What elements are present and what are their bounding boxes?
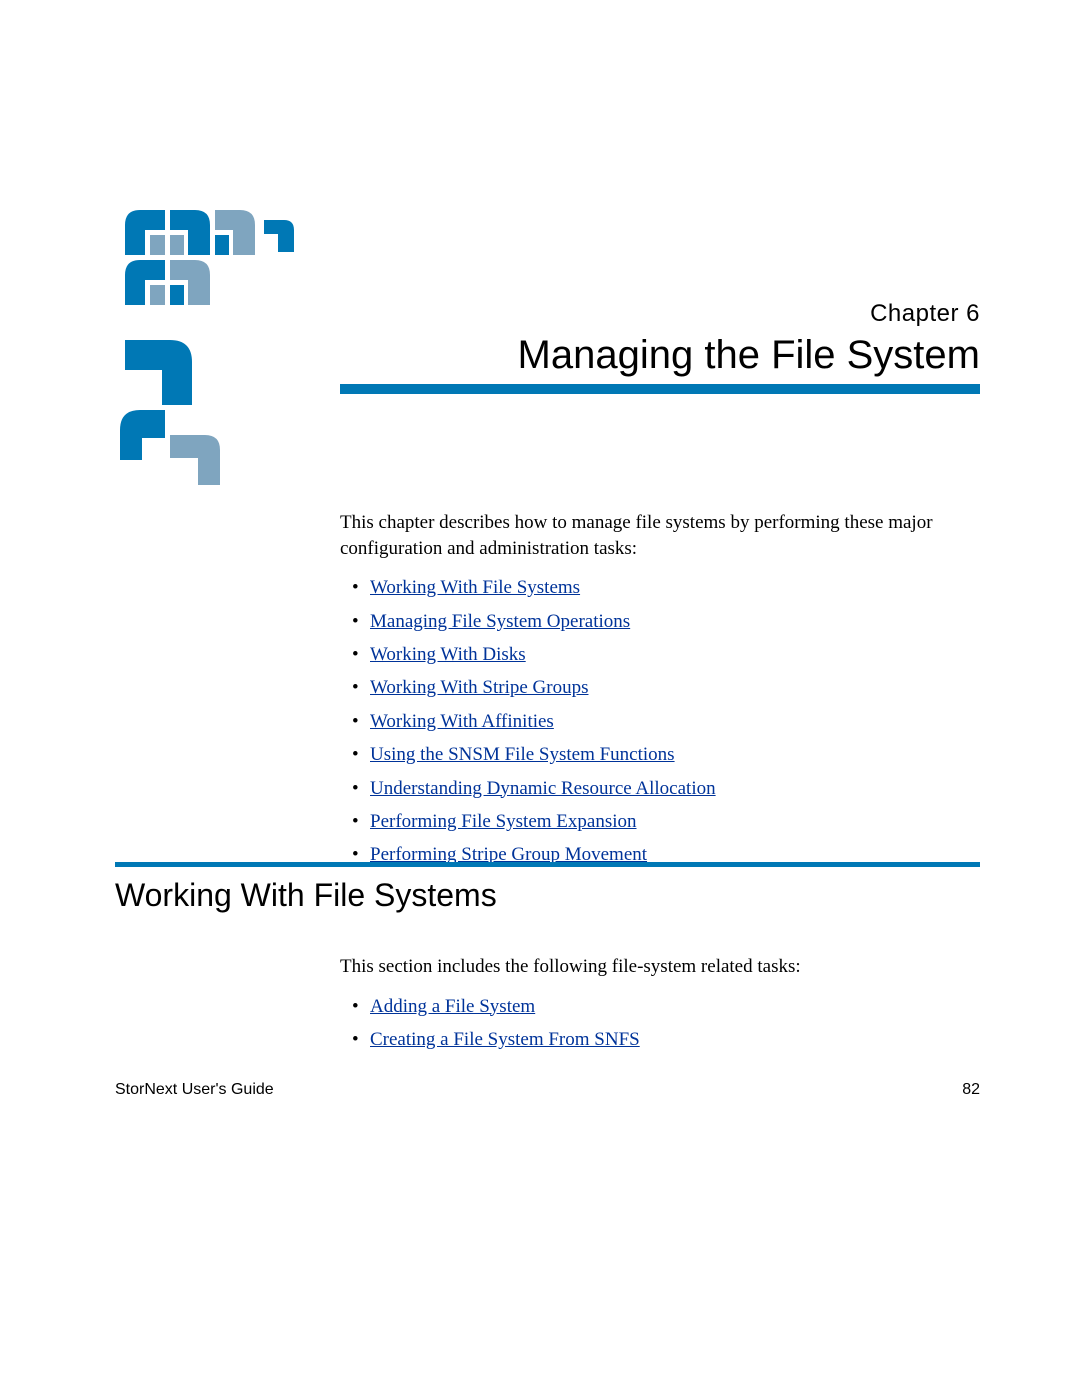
list-item: Working With Disks: [370, 640, 980, 670]
footer: StorNext User's Guide 82: [115, 1081, 980, 1099]
toc-link[interactable]: Adding a File System: [370, 996, 535, 1017]
list-item: Using the SNSM File System Functions: [370, 740, 980, 770]
toc-link[interactable]: Understanding Dynamic Resource Allocatio…: [370, 778, 716, 799]
section-title: Working With File Systems: [115, 877, 980, 914]
title-rule: [340, 384, 980, 394]
list-item: Working With Stripe Groups: [370, 673, 980, 703]
intro-body: This chapter describes how to manage fil…: [340, 510, 980, 874]
toc-link[interactable]: Working With Affinities: [370, 711, 554, 732]
list-item: Creating a File System From SNFS: [370, 1025, 980, 1055]
section: Working With File Systems This section i…: [115, 862, 980, 1058]
list-item: Understanding Dynamic Resource Allocatio…: [370, 774, 980, 804]
section-link-list: Adding a File System Creating a File Sys…: [340, 992, 980, 1056]
toc-link[interactable]: Working With File Systems: [370, 577, 580, 598]
chapter-header: Chapter 6 Managing the File System: [340, 300, 980, 394]
toc-link[interactable]: Working With Stripe Groups: [370, 677, 588, 698]
page: Chapter 6 Managing the File System This …: [0, 0, 1080, 1397]
intro-text: This chapter describes how to manage fil…: [340, 510, 980, 561]
list-item: Performing File System Expansion: [370, 807, 980, 837]
chapter-label: Chapter 6: [340, 300, 980, 328]
list-item: Managing File System Operations: [370, 607, 980, 637]
section-rule: [115, 862, 980, 867]
footer-page-number: 82: [962, 1081, 980, 1099]
list-item: Working With File Systems: [370, 573, 980, 603]
chapter-title: Managing the File System: [340, 333, 980, 378]
toc-link[interactable]: Using the SNSM File System Functions: [370, 744, 675, 765]
decorative-logo-icon: [120, 210, 310, 490]
toc-link[interactable]: Managing File System Operations: [370, 611, 630, 632]
toc-link[interactable]: Working With Disks: [370, 644, 526, 665]
list-item: Working With Affinities: [370, 707, 980, 737]
footer-left: StorNext User's Guide: [115, 1081, 274, 1099]
intro-link-list: Working With File Systems Managing File …: [340, 573, 980, 871]
toc-link[interactable]: Creating a File System From SNFS: [370, 1029, 640, 1050]
section-intro-text: This section includes the following file…: [340, 954, 980, 980]
section-body: This section includes the following file…: [340, 954, 980, 1055]
list-item: Adding a File System: [370, 992, 980, 1022]
toc-link[interactable]: Performing File System Expansion: [370, 811, 637, 832]
